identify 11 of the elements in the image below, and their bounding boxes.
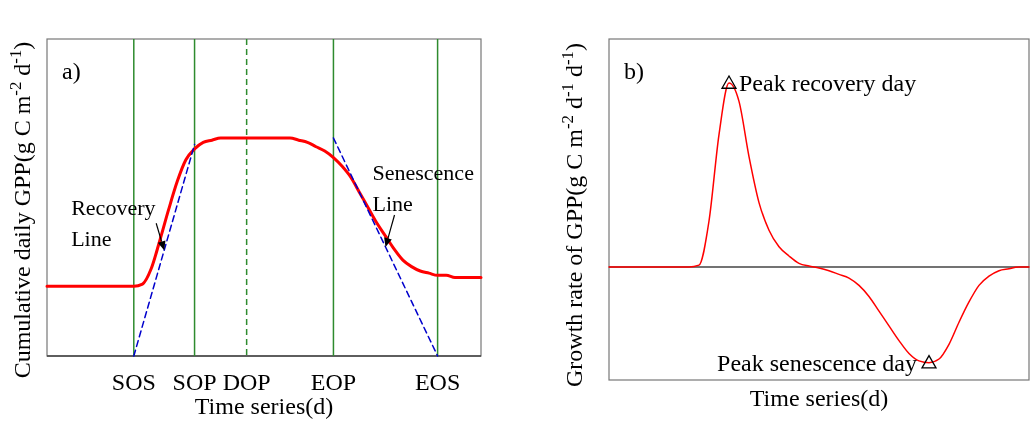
annotation: Peak senescence day xyxy=(717,349,917,376)
x-tick-label: DOP xyxy=(222,369,271,395)
annotation: Peak recovery day xyxy=(739,70,917,96)
chart-title: b) xyxy=(624,58,644,84)
x-tick-label: EOS xyxy=(414,369,461,395)
x-axis-title: Time series(d) xyxy=(749,385,889,411)
x-tick-label: EOP xyxy=(310,369,357,395)
x-tick-label: SOS xyxy=(111,369,156,395)
chart-title: a) xyxy=(62,58,81,84)
x-axis-title: Time series(d) xyxy=(194,393,334,419)
x-tick-label: SOP xyxy=(172,369,217,395)
